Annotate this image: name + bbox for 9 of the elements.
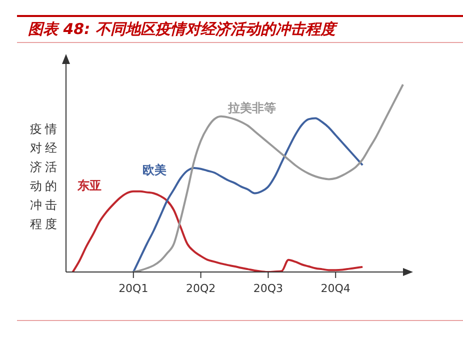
series-label: 欧美	[142, 162, 166, 177]
chart-title: 图表 48: 不同地区疫情对经济活动的冲击程度	[28, 20, 336, 39]
series-label: 拉美非等	[226, 100, 276, 115]
x-tick-label: 20Q3	[253, 282, 284, 295]
x-tick-label: 20Q4	[320, 282, 350, 295]
y-axis-title: 疫情对经济活动的冲击程度	[30, 121, 60, 233]
x-tick-label: 20Q2	[186, 282, 216, 295]
x-tick-label: 20Q1	[118, 282, 148, 295]
series-label: 东亚	[76, 178, 102, 192]
